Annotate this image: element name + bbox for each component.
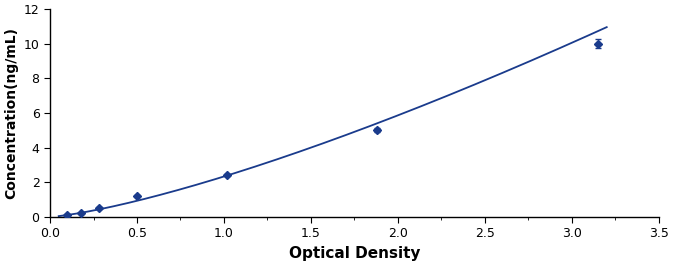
- Y-axis label: Concentration(ng/mL): Concentration(ng/mL): [4, 27, 18, 199]
- X-axis label: Optical Density: Optical Density: [289, 246, 420, 261]
